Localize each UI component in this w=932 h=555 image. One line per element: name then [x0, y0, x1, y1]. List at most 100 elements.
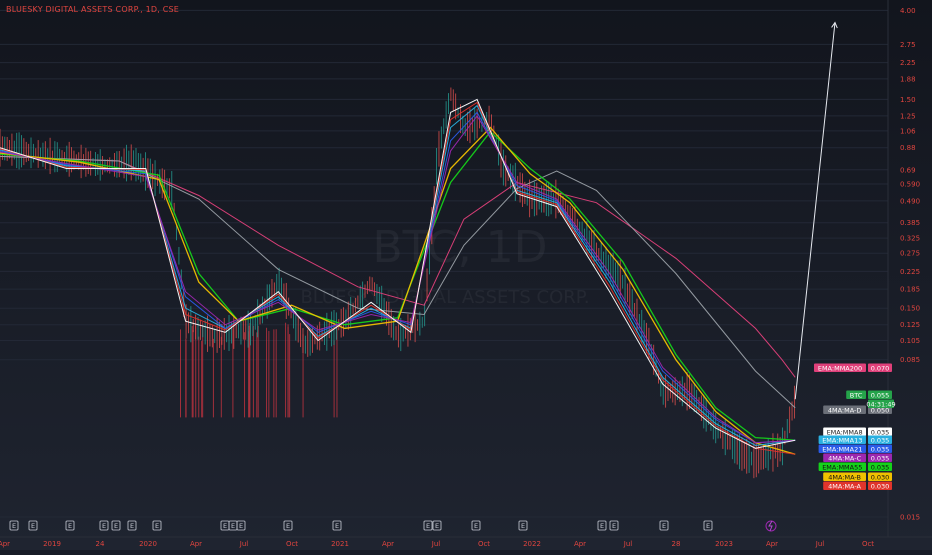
badge-value-bg-ema8	[868, 427, 892, 436]
badge-label-ma_c: 4MA:MA-C	[828, 454, 862, 462]
badge-value-bg-ema200	[868, 363, 892, 372]
moving-averages	[0, 98, 796, 455]
price-tick-label: 1.25	[900, 112, 916, 120]
badge-label-bg-ma_c	[823, 453, 866, 462]
event-marker-box	[283, 520, 293, 531]
projection-line	[794, 22, 836, 400]
series-line-ema8	[0, 98, 796, 449]
badge-label-ema55: EMA:MMA55	[822, 463, 862, 471]
price-tick-label: 0.385	[900, 219, 920, 227]
event-marker-box	[703, 520, 713, 531]
event-marker-box	[127, 520, 137, 531]
badge-value-ma_c: 0.035	[871, 454, 890, 462]
price-axis-badges: EMA:MMA200 0.070 BTC 0.055 4MA:MA-D 0.050 EMA:…	[814, 363, 896, 490]
time-tick-label: 2020	[139, 540, 157, 548]
badge-label-bg-ma_a	[823, 481, 866, 490]
time-tick-label: 28	[672, 540, 681, 548]
event-marker-box	[471, 520, 481, 531]
time-tick-label: Oct	[286, 540, 298, 548]
event-marker-label: E	[239, 522, 243, 530]
badge-value-bg-ma_a	[868, 481, 892, 490]
badge-value-bg-ma_c	[868, 453, 892, 462]
event-marker-box	[518, 520, 528, 531]
series-line-ma_c	[0, 115, 796, 444]
price-tick-label: 0.225	[900, 268, 920, 276]
event-marker-label: E	[223, 522, 227, 530]
dividend-lightning-circle	[765, 520, 777, 532]
badge-label-bg-ma_b	[823, 472, 866, 481]
event-marker-label: E	[662, 522, 666, 530]
lightning-icon	[768, 520, 773, 532]
event-marker-label: E	[68, 522, 72, 530]
event-marker-box	[609, 520, 619, 531]
price-tick-label: 0.88	[900, 144, 916, 152]
time-tick-label: Jul	[239, 540, 249, 548]
event-marker-box	[659, 520, 669, 531]
event-marker-label: E	[706, 522, 710, 530]
time-tick-label: Oct	[478, 540, 490, 548]
time-tick-label: Apr	[766, 540, 778, 548]
watermark-symbol: BTC, 1D	[372, 222, 547, 273]
event-marker-label: E	[335, 522, 339, 530]
grid-lines	[0, 9, 888, 518]
time-tick-label: Apr	[190, 540, 202, 548]
series-line-ema200	[0, 155, 796, 378]
projection-arrow	[794, 21, 838, 400]
time-tick-label: Jul	[815, 540, 825, 548]
price-tick-label: 0.150	[900, 305, 920, 313]
badge-label-bg-ema55	[818, 462, 866, 471]
badge-label-bg-ma_d	[823, 405, 866, 414]
badge-label-ema8: EMA:MMA8	[827, 428, 863, 436]
price-tick-label: 0.275	[900, 250, 920, 258]
series-line-ema55	[0, 130, 796, 441]
series-line-ma_b	[0, 126, 796, 455]
time-axis[interactable]: Apr 2019 24 2020 Apr Jul Oct 2021 Apr Jul Oct 2022 A…	[0, 540, 874, 548]
time-tick-label: Apr	[0, 540, 10, 548]
event-marker-label: E	[612, 522, 616, 530]
event-marker-box	[99, 520, 109, 531]
series-line-ma_d	[0, 155, 796, 409]
event-marker-label: E	[286, 522, 290, 530]
badge-label-ma_d: 4MA:MA-D	[828, 406, 862, 414]
time-tick-label: Jul	[431, 540, 441, 548]
price-tick-label: 2.25	[900, 59, 916, 67]
price-tick-label: 0.105	[900, 337, 920, 345]
price-tick-label: 0.590	[900, 180, 920, 188]
badge-value-ema8: 0.035	[871, 428, 890, 436]
time-tick-label: 2022	[523, 540, 541, 548]
price-axis[interactable]: 4.00 2.75 2.25 1.88 1.50 1.25 1.06 0.88 0.69 0.59…	[900, 7, 920, 522]
badge-label-ema13: EMA:MMA13	[822, 436, 862, 444]
price-tick-label: 0.125	[900, 321, 920, 329]
event-marker-label: E	[130, 522, 134, 530]
badge-label-bg-ema21	[818, 444, 866, 453]
event-marker-label: E	[31, 522, 35, 530]
badge-value-ma_a: 0.030	[871, 482, 890, 490]
badge-value-ema13: 0.035	[871, 436, 890, 444]
price-tick-label: 0.69	[900, 166, 916, 174]
price-tick-label: 1.50	[900, 96, 916, 104]
badge-label-bg-ema200	[814, 363, 866, 372]
event-marker-label: E	[426, 522, 430, 530]
time-tick-label: Apr	[382, 540, 394, 548]
event-marker-label: E	[102, 522, 106, 530]
time-tick-label: 2023	[715, 540, 733, 548]
event-marker-box	[65, 520, 75, 531]
event-marker-box	[432, 520, 442, 531]
price-tick-label: 0.085	[900, 356, 920, 364]
badge-label-bg-price	[846, 390, 866, 399]
event-marker-box	[597, 520, 607, 531]
badge-label-price: BTC	[850, 391, 863, 399]
event-marker-box	[332, 520, 342, 531]
badge-value-bg-ema13	[868, 435, 892, 444]
price-tick-label: 1.06	[900, 127, 916, 135]
price-countdown-bg	[868, 399, 894, 408]
series-line-ema21	[0, 111, 796, 444]
badge-label-bg-ema13	[818, 435, 866, 444]
badge-label-ema21: EMA:MMA21	[822, 445, 862, 453]
projection-arrowhead	[831, 21, 838, 29]
event-marker-box	[111, 520, 121, 531]
watermark-name: BLUESKY DIGITAL ASSETS CORP.	[300, 287, 589, 308]
